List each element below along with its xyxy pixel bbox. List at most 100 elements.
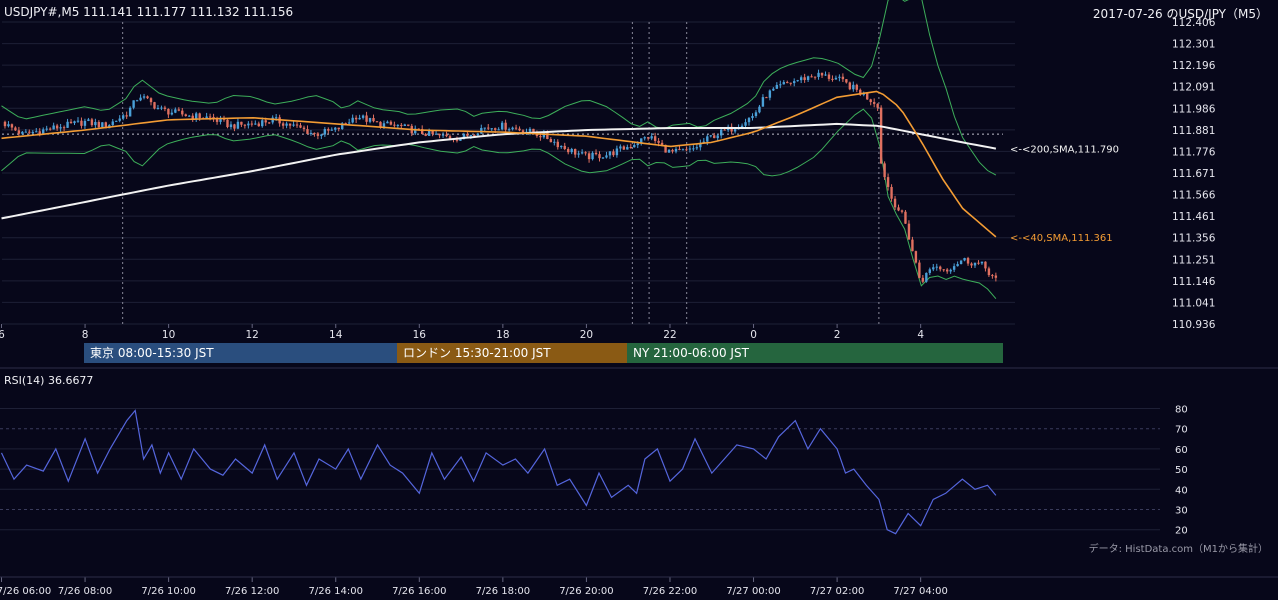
candle-body <box>306 129 309 134</box>
candle-body <box>288 123 292 126</box>
candle-body <box>869 99 872 103</box>
candle-body <box>365 115 368 122</box>
candle-body <box>532 128 535 134</box>
bollinger-upper <box>1 0 997 176</box>
candle-body <box>810 76 813 78</box>
candle-body <box>142 96 146 98</box>
candle-body <box>695 147 699 149</box>
date-tick-label: 7/26 20:00 <box>559 586 613 597</box>
candle-body <box>219 118 222 122</box>
candle-body <box>848 82 852 90</box>
candle-body <box>806 76 810 80</box>
candle-body <box>351 117 354 123</box>
rsi-title: RSI(14) 36.6677 <box>4 374 94 387</box>
candle-body <box>786 82 789 84</box>
date-tick-label: 7/26 12:00 <box>225 586 279 597</box>
candle-body <box>424 133 427 136</box>
candle-body <box>907 223 911 240</box>
candle-body <box>389 121 393 125</box>
candle-body <box>514 127 518 129</box>
candle-body <box>549 139 553 143</box>
moving-average-labels: <-<200,SMA,111.790 <-<40,SMA,111.361 <box>1010 145 1119 244</box>
candle-body <box>375 121 379 123</box>
candle-body <box>52 125 55 130</box>
candle-body <box>208 116 212 118</box>
rsi-tick-label: 30 <box>1175 506 1188 517</box>
candle-body <box>570 148 573 153</box>
candle-body <box>400 124 403 126</box>
candle-body <box>264 120 267 123</box>
candle-body <box>31 131 34 133</box>
candle-body <box>775 85 779 89</box>
candle-body <box>87 119 90 121</box>
candle-body <box>215 118 219 122</box>
sma40-line <box>1 90 997 238</box>
candle-body <box>591 152 594 160</box>
candle-body <box>379 121 382 128</box>
hour-tick-label: 12 <box>245 329 258 341</box>
candle-body <box>768 90 772 98</box>
candle-body <box>233 124 236 129</box>
candle-body <box>852 84 855 90</box>
hour-tick-label: 10 <box>162 329 175 341</box>
candle-body <box>640 138 643 144</box>
candle-body <box>414 128 417 134</box>
candle-body <box>859 89 862 95</box>
symbol-info: USDJPY#,M5 111.141 111.177 111.132 111.1… <box>4 5 294 19</box>
candle-body <box>556 141 559 148</box>
candle-body <box>38 131 41 135</box>
candle-body <box>817 72 820 77</box>
candle-body <box>744 122 747 126</box>
hour-tick-label: 0 <box>750 329 757 341</box>
candle-body <box>612 151 615 156</box>
candle-body <box>692 148 695 150</box>
date-tick-label: 7/26 10:00 <box>141 586 195 597</box>
candle-body <box>622 146 626 150</box>
candle-body <box>368 118 372 122</box>
candle-body <box>500 122 504 130</box>
candle-body <box>699 143 702 148</box>
candle-body <box>10 124 14 128</box>
candle-body <box>664 144 667 153</box>
hour-tick-label: 8 <box>82 329 89 341</box>
candle-body <box>469 135 473 137</box>
candle-body <box>952 266 956 270</box>
candle-body <box>890 186 893 199</box>
rsi-grid <box>0 408 1160 531</box>
candle-body <box>730 126 733 132</box>
candle-body <box>886 177 890 187</box>
candle-body <box>765 97 768 99</box>
candle-body <box>799 77 803 81</box>
candle-body <box>149 98 153 103</box>
date-tick-label: 7/27 00:00 <box>726 586 780 597</box>
candle-body <box>911 239 914 252</box>
candle-body <box>872 102 876 104</box>
price-axis: 112.406 112.301 112.196 112.091 111.986 111.8… <box>1172 17 1216 331</box>
candle-body <box>866 93 869 100</box>
candle-body <box>653 136 657 141</box>
candle-body <box>539 135 542 138</box>
candle-body <box>480 128 483 134</box>
candle-body <box>681 149 685 151</box>
candle-body <box>678 148 681 150</box>
candle-body <box>115 120 118 122</box>
candle-body <box>247 123 250 126</box>
candle-body <box>327 129 330 131</box>
candle-body <box>560 145 563 148</box>
candle-body <box>3 121 7 127</box>
candle-body <box>417 128 420 130</box>
hour-tick-label: 4 <box>917 329 924 341</box>
rsi-tick-label: 50 <box>1175 465 1188 476</box>
candle-body <box>601 157 605 159</box>
candle-body <box>55 125 59 129</box>
candle-body <box>970 263 973 266</box>
candle-body <box>295 124 299 126</box>
candle-body <box>170 112 174 115</box>
candle-body <box>163 107 167 109</box>
hour-tick-label: 20 <box>580 329 593 341</box>
candle-body <box>274 117 278 119</box>
candle-body <box>261 120 264 127</box>
candle-body <box>354 117 358 120</box>
candle-body <box>167 108 170 115</box>
candle-body <box>337 127 340 130</box>
